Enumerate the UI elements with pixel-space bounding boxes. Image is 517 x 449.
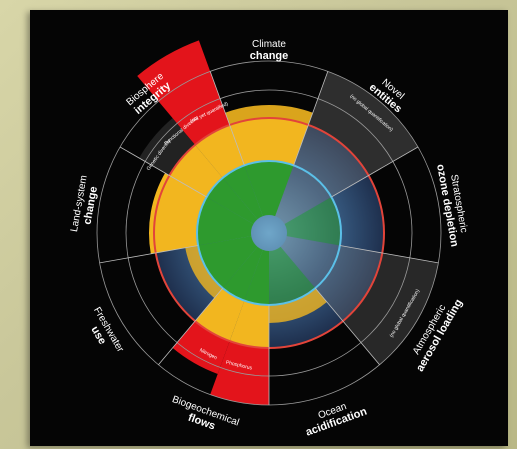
segment-divider xyxy=(209,71,245,166)
segment-divider xyxy=(119,146,207,198)
segment-wedge-7-1 xyxy=(185,245,223,299)
segment-wedge-7-0 xyxy=(198,236,258,289)
segment-wedge-8-2 xyxy=(149,173,170,254)
segment-wedge-6-1 xyxy=(195,288,245,342)
diagram-frame: Climate change Novel entities (no global qua… xyxy=(30,10,508,446)
segment-wedge-3-0 xyxy=(280,236,439,365)
segment-wedge-9-0 xyxy=(206,177,258,224)
segment-divider xyxy=(293,71,329,166)
segment-divider xyxy=(99,245,199,264)
segment-divider xyxy=(331,146,419,198)
segment-wedge-8-1 xyxy=(154,175,207,253)
segment-wedge-5-1 xyxy=(229,300,269,348)
segment-wedge-10-1 xyxy=(195,124,245,178)
segment-divider xyxy=(339,245,439,264)
segment-wedge-0-0 xyxy=(244,161,294,217)
segment-divider xyxy=(158,287,224,366)
label-0-top: Climate xyxy=(252,39,286,50)
segment-wedge-4-0 xyxy=(269,246,316,305)
segment-divider xyxy=(314,287,380,366)
segment-wedge-0-1 xyxy=(229,118,309,166)
segment-wedge-4-1 xyxy=(269,288,327,323)
label-0-bottom: change xyxy=(250,50,289,62)
sublabel-5-0: Phosphorus xyxy=(225,360,253,372)
segment-wedge-6-2 xyxy=(172,321,230,374)
segment-wedge-6-0 xyxy=(222,246,263,301)
segment-wedge-9-2 xyxy=(139,118,196,176)
segment-wedge-10-2 xyxy=(137,40,230,145)
segment-wedge-5-0 xyxy=(244,249,269,305)
segment-wedge-10-0 xyxy=(222,165,263,220)
segment-wedge-2-0 xyxy=(284,197,341,246)
segment-wedge-8-0 xyxy=(196,197,254,246)
